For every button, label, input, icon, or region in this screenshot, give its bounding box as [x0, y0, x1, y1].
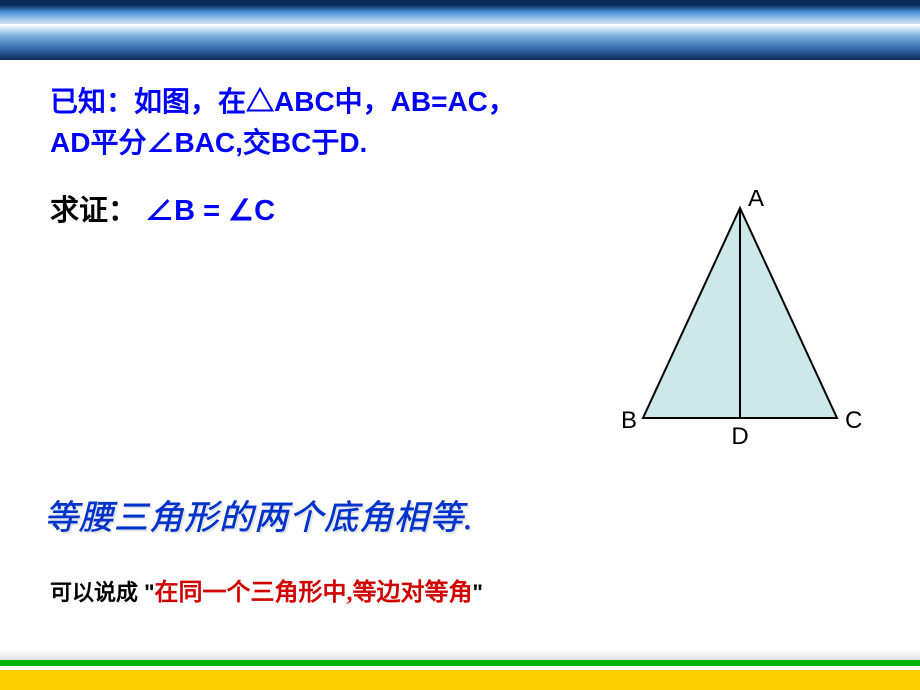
- note-row: 可以说成 "在同一个三角形中,等边对等角": [50, 572, 483, 607]
- prove-label: 求证：: [50, 195, 137, 227]
- note-red: 在同一个三角形中,等边对等角: [155, 580, 473, 606]
- note-suffix: ": [473, 580, 483, 605]
- triangle-figure: A B C D: [615, 190, 865, 460]
- vertex-b: B: [621, 407, 637, 434]
- top-banner: [0, 0, 920, 60]
- footer-bar: [0, 650, 920, 690]
- footer-green: [0, 660, 920, 666]
- vertex-a: A: [748, 190, 764, 212]
- given-line-1: 已知：如图，在△ABC中，AB=AC，: [50, 82, 880, 123]
- vertex-c: C: [845, 407, 862, 434]
- given-line-2: AD平分∠BAC,交BC于D.: [50, 123, 880, 164]
- triangle-svg: A B C D: [615, 190, 865, 460]
- slide-content: 已知：如图，在△ABC中，AB=AC， AD平分∠BAC,交BC于D. 求证： …: [0, 60, 920, 229]
- prove-statement: ∠B = ∠C: [145, 195, 275, 227]
- vertex-d: D: [731, 423, 748, 450]
- note-prefix: 可以说成 ": [50, 580, 155, 605]
- conclusion-text: 等腰三角形的两个底角相等.: [44, 490, 474, 539]
- footer-yellow: [0, 670, 920, 690]
- footer-shade: [0, 650, 920, 660]
